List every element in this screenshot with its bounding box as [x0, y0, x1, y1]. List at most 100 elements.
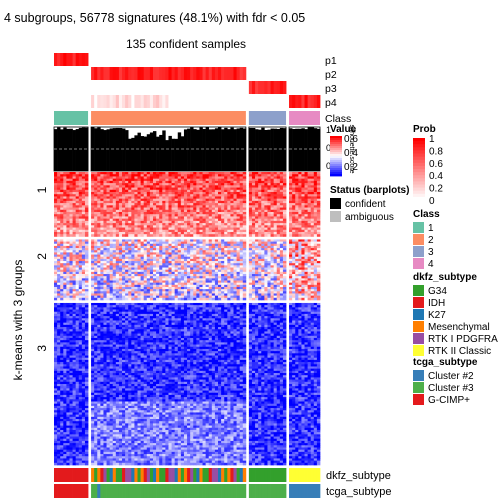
heatmap-cell: [91, 198, 95, 202]
heatmap-cell: [267, 271, 271, 275]
heatmap-cell: [202, 198, 206, 202]
prob-cell: [60, 81, 64, 94]
heatmap-cell: [316, 218, 321, 222]
heatmap-cell: [183, 216, 188, 220]
prob-cell: [218, 95, 222, 108]
heatmap-cell: [224, 297, 228, 301]
heatmap-cell: [118, 178, 123, 182]
heatmap-cell: [143, 245, 148, 249]
heatmap-cell: [313, 187, 318, 191]
heatmap-cell: [54, 200, 58, 204]
heatmap-cell: [307, 174, 312, 177]
heatmap-cell: [183, 263, 188, 266]
heatmap-cell: [205, 231, 210, 235]
heatmap-cell: [202, 231, 206, 235]
heatmap-cell: [267, 189, 271, 193]
heatmap-cell: [134, 276, 138, 279]
heatmap-cell: [190, 280, 194, 284]
heatmap-cell: [273, 263, 278, 266]
heatmap-cell: [307, 205, 312, 208]
prob-cell: [295, 95, 299, 108]
heatmap-cell: [171, 245, 176, 249]
heatmap-cell: [54, 286, 58, 290]
heatmap-cell: [140, 172, 145, 175]
heatmap-body: [54, 172, 321, 466]
heatmap-cell: [60, 278, 64, 281]
heatmap-cell: [165, 172, 169, 175]
heatmap-cell: [159, 225, 163, 228]
heatmap-cell: [224, 211, 228, 215]
heatmap-cell: [251, 205, 256, 208]
heatmap-cell: [81, 234, 86, 237]
heatmap-cell: [233, 243, 237, 247]
heatmap-cell: [190, 282, 194, 286]
heatmap-cell: [221, 214, 225, 217]
heatmap-cell: [103, 263, 107, 266]
prob-cell: [190, 53, 194, 66]
heatmap-cell: [66, 214, 70, 217]
heatmap-cell: [149, 183, 154, 186]
heatmap-cell: [313, 227, 318, 231]
heatmap-cell: [84, 231, 89, 235]
heatmap-cell: [199, 267, 203, 271]
heatmap-cell: [282, 211, 287, 215]
heatmap-cell: [183, 293, 188, 296]
heatmap-cell: [273, 274, 278, 277]
heatmap-cell: [202, 185, 206, 188]
heatmap-cell: [69, 276, 73, 279]
heatmap-cell: [199, 178, 203, 182]
heatmap-cell: [227, 172, 231, 175]
heatmap-cell: [125, 239, 129, 242]
heatmap-cell: [307, 209, 312, 213]
heatmap-cell: [156, 227, 160, 231]
heatmap-cell: [196, 284, 200, 288]
heatmap-cell: [307, 248, 312, 251]
heatmap-cell: [301, 214, 305, 217]
heatmap-cell: [103, 261, 107, 264]
heatmap-cell: [177, 269, 182, 273]
heatmap-cell: [75, 211, 80, 215]
heatmap-cell: [109, 200, 114, 204]
heatmap-cell: [258, 269, 262, 273]
heatmap-cell: [196, 271, 200, 275]
heatmap-cell: [190, 291, 194, 294]
heatmap-cell: [159, 241, 163, 245]
heatmap-cell: [128, 282, 132, 286]
heatmap-cell: [115, 196, 120, 200]
heatmap-cell: [156, 267, 160, 271]
heatmap-cell: [218, 274, 222, 277]
heatmap-cell: [94, 295, 98, 299]
prob-cell: [267, 81, 271, 94]
heatmap-cell: [248, 203, 253, 206]
heatmap-cell: [190, 245, 194, 249]
heatmap-cell: [251, 209, 256, 213]
heatmap-cell: [122, 196, 126, 200]
heatmap-cell: [236, 258, 241, 262]
heatmap-cell: [255, 225, 259, 228]
heatmap-cell: [248, 180, 253, 184]
heatmap-cell: [177, 239, 182, 242]
heatmap-cell: [75, 291, 80, 294]
heatmap-cell: [289, 205, 293, 208]
heatmap-cell: [66, 220, 70, 224]
heatmap-cell: [267, 172, 271, 175]
heatmap-cell: [251, 214, 256, 217]
heatmap-cell: [196, 265, 200, 268]
heatmap-cell: [66, 295, 70, 299]
heatmap-cell: [72, 276, 77, 279]
heatmap-cell: [100, 280, 104, 284]
heatmap-cell: [140, 209, 145, 213]
heatmap-cell: [187, 269, 191, 273]
heatmap-cell: [264, 250, 268, 253]
heatmap-cell: [162, 203, 166, 206]
heatmap-cell: [279, 183, 284, 186]
heatmap-cell: [258, 254, 262, 258]
heatmap-cell: [276, 203, 281, 206]
prob-cell: [78, 53, 83, 66]
heatmap-cell: [122, 276, 126, 279]
heatmap-cell: [100, 250, 104, 253]
heatmap-cell: [97, 209, 101, 213]
heatmap-cell: [273, 254, 278, 258]
heatmap-cell: [221, 194, 225, 197]
heatmap-cell: [242, 207, 247, 211]
